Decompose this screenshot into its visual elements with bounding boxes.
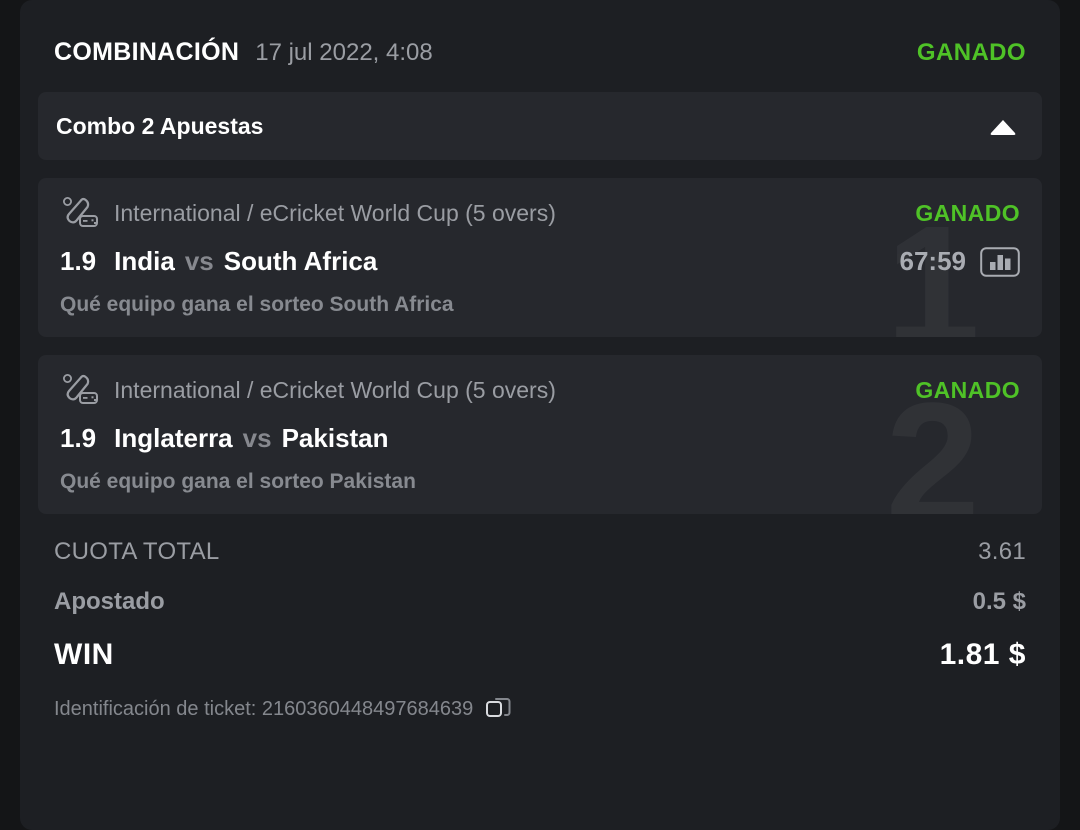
versus-separator: vs <box>184 246 214 276</box>
ecricket-icon <box>60 196 100 230</box>
bet-match-row: 1.9 Inglaterra vs Pakistan <box>60 423 1020 454</box>
bet-status-badge: GANADO <box>915 376 1020 403</box>
bet-match-row: 1.9 India vs South Africa 67:59 <box>60 246 1020 277</box>
versus-separator: vs <box>242 423 272 453</box>
match-score-group: 67:59 <box>900 246 1021 277</box>
bet-market-description: Qué equipo gana el sorteo South Africa <box>60 293 454 316</box>
bet-odds: 1.9 <box>60 246 97 276</box>
combo-header-bar[interactable]: Combo 2 Apuestas <box>38 92 1042 160</box>
stake-label: Apostado <box>54 588 165 615</box>
bar-chart-icon[interactable] <box>980 246 1020 277</box>
stake-row: Apostado 0.5 $ <box>54 588 1026 616</box>
league-name: International / eCricket World Cup (5 ov… <box>114 376 556 403</box>
home-team-name: Inglaterra <box>114 423 233 453</box>
stake-value: 0.5 $ <box>972 588 1026 615</box>
bet-slip-date: 17 jul 2022, 4:08 <box>255 39 433 66</box>
win-value: 1.81 $ <box>939 638 1026 671</box>
away-team-name: Pakistan <box>281 423 389 453</box>
bet-slip-totals: CUOTA TOTAL 3.61 Apostado 0.5 $ WIN 1.81… <box>20 514 1060 672</box>
ecricket-icon <box>60 373 100 407</box>
bet-market-description: Qué equipo gana el sorteo Pakistan <box>60 470 416 493</box>
bet-slip-container: COMBINACIÓN 17 jul 2022, 4:08 GANADO Com… <box>20 0 1060 830</box>
win-row: WIN 1.81 $ <box>54 638 1026 672</box>
away-team-name: South Africa <box>223 246 378 276</box>
league-name: International / eCricket World Cup (5 ov… <box>114 199 556 226</box>
bet-slip-status-badge: GANADO <box>916 39 1026 66</box>
bet-selection-card[interactable]: 2 International / eCricket World Cup (5 … <box>38 355 1042 514</box>
home-team-name: India <box>114 246 175 276</box>
match-score: 67:59 <box>899 246 967 276</box>
bet-slip-type: COMBINACIÓN <box>54 38 240 66</box>
total-odds-row: CUOTA TOTAL 3.61 <box>54 538 1026 566</box>
bet-selection-card[interactable]: 1 International / eCricket World Cup (5 … <box>38 178 1042 337</box>
total-odds-label: CUOTA TOTAL <box>54 538 220 565</box>
ticket-id-row: Identificación de ticket: 21603604484976… <box>20 694 1060 722</box>
bet-card-header-row: International / eCricket World Cup (5 ov… <box>60 196 1020 230</box>
bet-odds: 1.9 <box>60 423 97 453</box>
win-label: WIN <box>54 638 114 671</box>
ticket-id-text: Identificación de ticket: 21603604484976… <box>54 697 474 720</box>
bet-slip-header: COMBINACIÓN 17 jul 2022, 4:08 GANADO <box>20 0 1060 92</box>
total-odds-value: 3.61 <box>978 538 1026 565</box>
bet-card-header-row: International / eCricket World Cup (5 ov… <box>60 373 1020 407</box>
copy-icon[interactable] <box>485 696 511 722</box>
bet-status-badge: GANADO <box>915 199 1020 226</box>
combo-title: Combo 2 Apuestas <box>56 112 264 139</box>
chevron-up-icon[interactable] <box>986 109 1020 143</box>
